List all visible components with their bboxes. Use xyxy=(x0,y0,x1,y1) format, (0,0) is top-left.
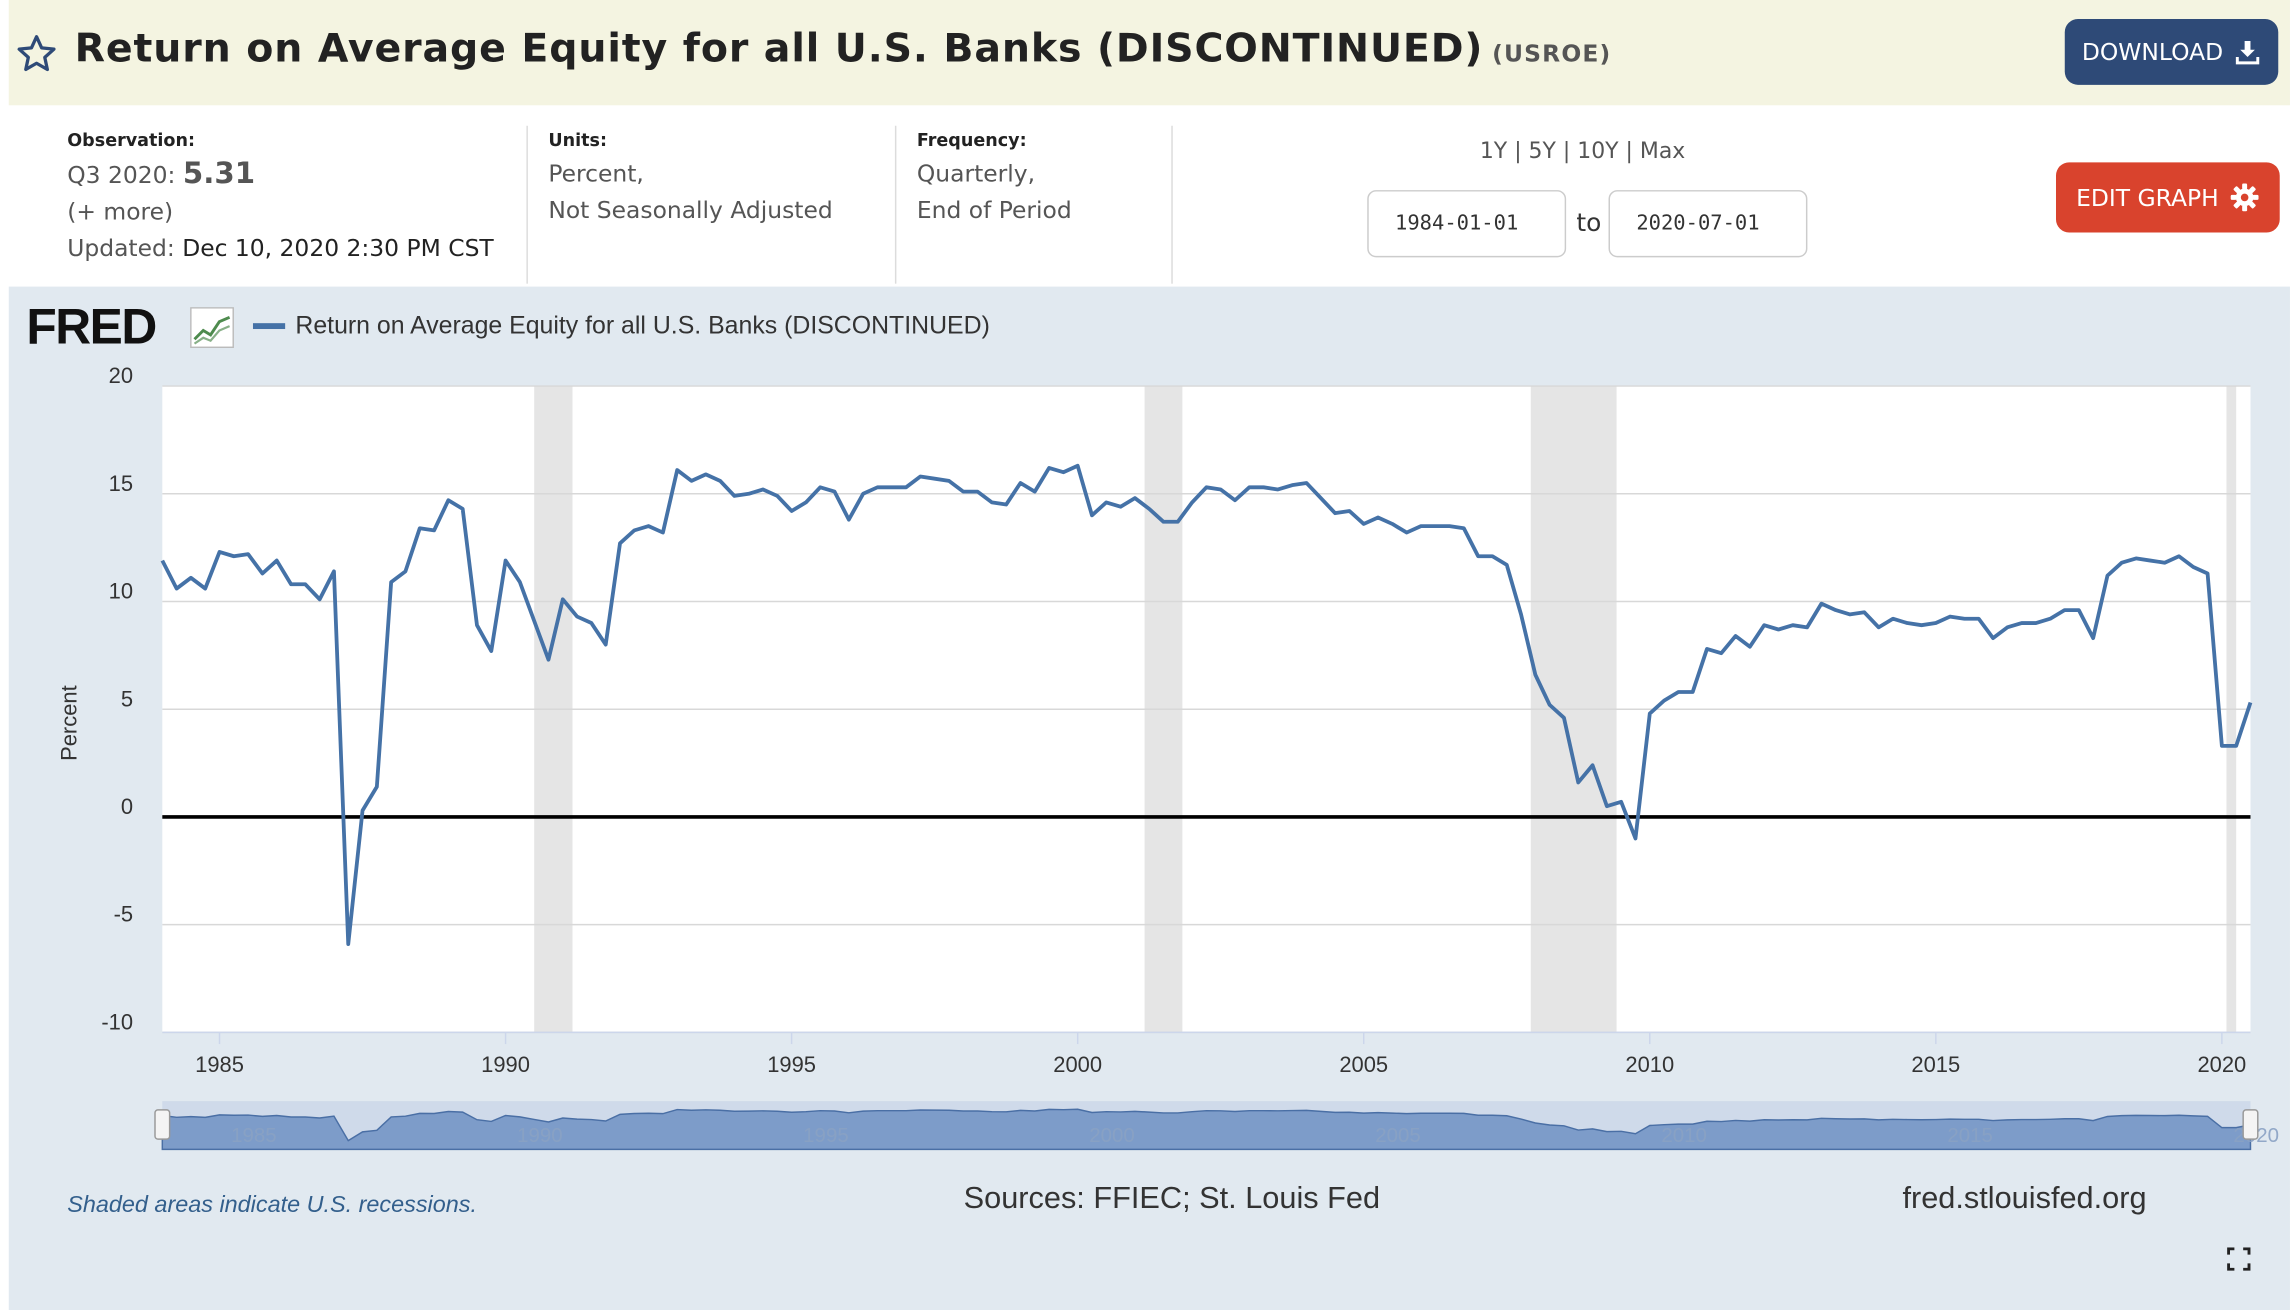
range-5y[interactable]: 5Y xyxy=(1528,137,1556,164)
y-tick-label: -5 xyxy=(114,902,134,927)
observation-block: Observation: Q3 2020: 5.31 (+ more) Upda… xyxy=(67,126,493,266)
download-button[interactable]: DOWNLOAD xyxy=(2064,19,2279,85)
y-tick-label: 15 xyxy=(109,471,133,496)
updated-label: Updated: xyxy=(67,233,175,262)
frequency-label: Frequency: xyxy=(916,130,1027,151)
legend-swatch xyxy=(252,323,286,330)
x-tick-label: 1990 xyxy=(481,1052,530,1077)
navigator-tick-label: 2005 xyxy=(1375,1124,1421,1147)
navigator-tick-label: 1990 xyxy=(517,1124,563,1147)
sources-text: Sources: FFIEC; St. Louis Fed xyxy=(963,1181,1381,1216)
units-line1: Percent, xyxy=(548,159,644,188)
y-tick-label: 0 xyxy=(121,794,133,819)
divider xyxy=(894,125,897,284)
navigator-left-handle[interactable] xyxy=(154,1109,171,1140)
frequency-line1: Quarterly, xyxy=(916,159,1036,188)
observation-value: 5.31 xyxy=(182,155,256,191)
range-selector: 1Y | 5Y | 10Y | Max xyxy=(1479,137,1686,164)
range-1y[interactable]: 1Y xyxy=(1479,137,1508,164)
units-block: Units: Percent, Not Seasonally Adjusted xyxy=(548,126,832,228)
edit-graph-label: EDIT GRAPH xyxy=(2076,183,2219,212)
units-line2: Not Seasonally Adjusted xyxy=(548,195,833,224)
start-date-input[interactable]: 1984-01-01 xyxy=(1367,190,1567,258)
x-tick-label: 1995 xyxy=(767,1052,816,1077)
divider xyxy=(526,125,528,284)
x-tick-label: 2015 xyxy=(1911,1052,1960,1077)
gear-icon xyxy=(2231,183,2259,212)
x-tick-label: 2000 xyxy=(1053,1052,1102,1077)
range-max[interactable]: Max xyxy=(1639,137,1686,164)
to-label: to xyxy=(1576,209,1602,239)
fred-logo: FRED xyxy=(26,299,157,356)
legend-label: Return on Average Equity for all U.S. Ba… xyxy=(295,311,990,340)
fullscreen-icon[interactable] xyxy=(2227,1247,2251,1271)
y-tick-label: 5 xyxy=(121,686,133,711)
navigator-series xyxy=(161,1108,2252,1151)
y-tick-label: 10 xyxy=(109,579,133,604)
frequency-block: Frequency: Quarterly, End of Period xyxy=(917,126,1072,228)
x-tick-label: 2020 xyxy=(2197,1052,2246,1077)
x-tick-label: 1985 xyxy=(195,1052,244,1077)
download-icon xyxy=(2236,40,2260,64)
navigator-right-handle[interactable] xyxy=(2242,1109,2259,1140)
updated-value: Dec 10, 2020 2:30 PM CST xyxy=(182,233,494,262)
download-label: DOWNLOAD xyxy=(2081,38,2224,66)
observation-period: Q3 2020: xyxy=(67,160,176,189)
navigator-tick-label: 2010 xyxy=(1661,1124,1707,1147)
more-link[interactable]: (+ more) xyxy=(67,197,174,226)
navigator-tick-label: 1985 xyxy=(231,1124,277,1147)
frequency-line2: End of Period xyxy=(916,195,1072,224)
favorite-star-icon[interactable] xyxy=(15,32,59,76)
x-tick-label: 2005 xyxy=(1339,1052,1388,1077)
x-tick-label: 2010 xyxy=(1625,1052,1674,1077)
navigator-tick-label: 2000 xyxy=(1089,1124,1135,1147)
edit-graph-button[interactable]: EDIT GRAPH xyxy=(2055,162,2280,233)
navigator-tick-label: 2015 xyxy=(1947,1124,1993,1147)
y-tick-label: 20 xyxy=(109,363,133,388)
units-label: Units: xyxy=(548,130,607,151)
divider xyxy=(1171,125,1173,284)
fred-chart-icon xyxy=(190,307,234,349)
navigator-tick-label: 1995 xyxy=(803,1124,849,1147)
recession-note: Shaded areas indicate U.S. recessions. xyxy=(67,1193,477,1219)
site-url: fred.stlouisfed.org xyxy=(1902,1181,2147,1216)
header-bar xyxy=(8,0,2290,106)
end-date-input[interactable]: 2020-07-01 xyxy=(1608,190,1808,258)
observation-label: Observation: xyxy=(67,130,196,151)
series-line xyxy=(160,463,2253,946)
range-10y[interactable]: 10Y xyxy=(1577,137,1619,164)
page-title: Return on Average Equity for all U.S. Ba… xyxy=(74,26,1612,72)
series-id: (USROE) xyxy=(1492,39,1612,68)
y-tick-label: -10 xyxy=(101,1009,133,1034)
